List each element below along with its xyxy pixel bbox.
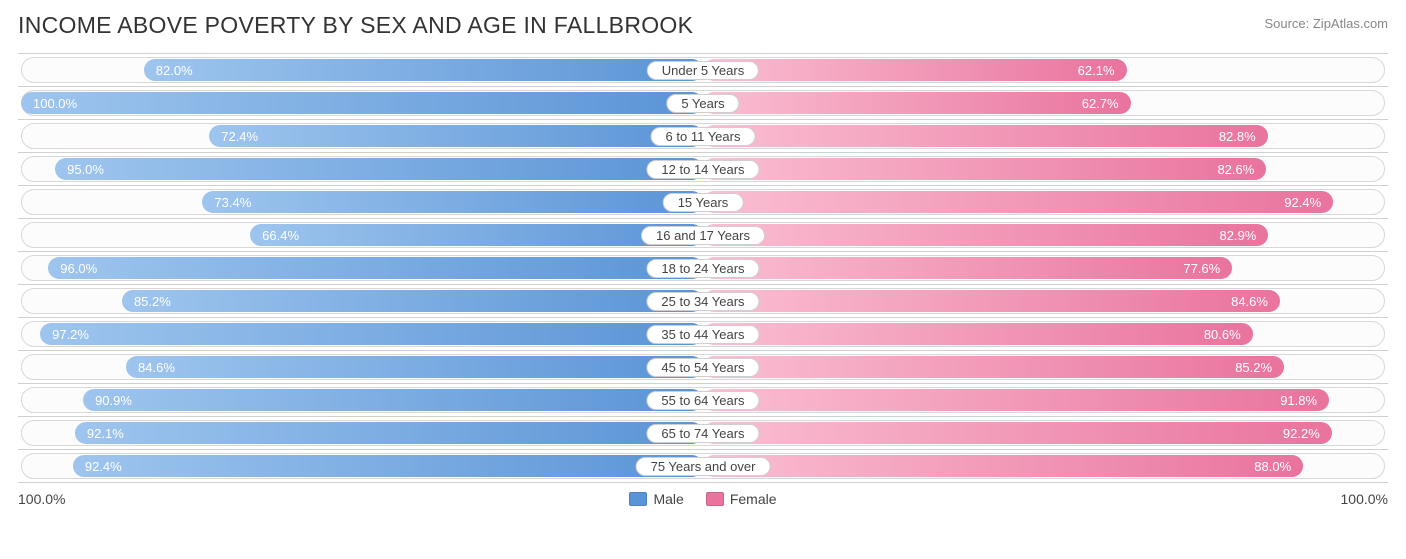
legend-female-label: Female	[730, 491, 777, 507]
male-bar: 72.4%	[209, 125, 703, 147]
legend-female: Female	[706, 491, 777, 507]
male-value: 97.2%	[52, 327, 89, 342]
chart-row: 73.4% 92.4% 15 Years	[18, 186, 1388, 219]
male-value: 90.9%	[95, 393, 132, 408]
axis-right-label: 100.0%	[1341, 491, 1388, 507]
female-bar: 62.7%	[703, 92, 1131, 114]
female-value: 85.2%	[1235, 360, 1272, 375]
category-label: 75 Years and over	[636, 457, 771, 476]
category-label: 25 to 34 Years	[646, 292, 759, 311]
swatch-female	[706, 492, 724, 506]
chart-row: 97.2% 80.6% 35 to 44 Years	[18, 318, 1388, 351]
male-value: 85.2%	[134, 294, 171, 309]
category-label: 18 to 24 Years	[646, 259, 759, 278]
male-bar: 90.9%	[83, 389, 703, 411]
male-value: 92.4%	[85, 459, 122, 474]
female-value: 82.8%	[1219, 129, 1256, 144]
chart-footer: 100.0% Male Female 100.0%	[18, 491, 1388, 507]
swatch-male	[629, 492, 647, 506]
male-bar: 66.4%	[250, 224, 703, 246]
category-label: 55 to 64 Years	[646, 391, 759, 410]
female-bar: 77.6%	[703, 257, 1232, 279]
female-bar: 62.1%	[703, 59, 1127, 81]
chart-row: 92.4% 88.0% 75 Years and over	[18, 450, 1388, 483]
female-value: 92.4%	[1284, 195, 1321, 210]
female-value: 82.6%	[1217, 162, 1254, 177]
female-value: 62.7%	[1082, 96, 1119, 111]
female-bar: 82.6%	[703, 158, 1266, 180]
category-label: 16 and 17 Years	[641, 226, 765, 245]
axis-left-label: 100.0%	[18, 491, 65, 507]
male-bar: 97.2%	[40, 323, 703, 345]
chart-rows: 82.0% 62.1% Under 5 Years 100.0% 62.7% 5 Year…	[18, 53, 1388, 483]
female-bar: 82.8%	[703, 125, 1268, 147]
female-value: 77.6%	[1183, 261, 1220, 276]
category-label: 6 to 11 Years	[651, 127, 756, 146]
female-value: 62.1%	[1078, 63, 1115, 78]
chart-title: INCOME ABOVE POVERTY BY SEX AND AGE IN F…	[18, 12, 693, 39]
male-bar: 85.2%	[122, 290, 703, 312]
category-label: 15 Years	[663, 193, 744, 212]
female-bar: 85.2%	[703, 356, 1284, 378]
male-value: 84.6%	[138, 360, 175, 375]
male-value: 72.4%	[221, 129, 258, 144]
chart-row: 72.4% 82.8% 6 to 11 Years	[18, 120, 1388, 153]
female-bar: 91.8%	[703, 389, 1329, 411]
chart-row: 95.0% 82.6% 12 to 14 Years	[18, 153, 1388, 186]
chart-row: 66.4% 82.9% 16 and 17 Years	[18, 219, 1388, 252]
female-value: 84.6%	[1231, 294, 1268, 309]
legend-male-label: Male	[653, 491, 683, 507]
male-value: 100.0%	[33, 96, 77, 111]
female-value: 82.9%	[1220, 228, 1257, 243]
male-value: 96.0%	[60, 261, 97, 276]
male-value: 95.0%	[67, 162, 104, 177]
chart-row: 85.2% 84.6% 25 to 34 Years	[18, 285, 1388, 318]
female-bar: 92.2%	[703, 422, 1332, 444]
male-value: 92.1%	[87, 426, 124, 441]
male-bar: 82.0%	[144, 59, 703, 81]
chart-row: 100.0% 62.7% 5 Years	[18, 87, 1388, 120]
chart-row: 92.1% 92.2% 65 to 74 Years	[18, 417, 1388, 450]
male-bar: 100.0%	[21, 92, 703, 114]
female-value: 91.8%	[1280, 393, 1317, 408]
category-label: 12 to 14 Years	[646, 160, 759, 179]
female-bar: 80.6%	[703, 323, 1253, 345]
male-bar: 96.0%	[48, 257, 703, 279]
female-value: 92.2%	[1283, 426, 1320, 441]
header: INCOME ABOVE POVERTY BY SEX AND AGE IN F…	[18, 12, 1388, 39]
chart-row: 84.6% 85.2% 45 to 54 Years	[18, 351, 1388, 384]
source-attribution: Source: ZipAtlas.com	[1264, 12, 1388, 31]
male-bar: 84.6%	[126, 356, 703, 378]
category-label: 45 to 54 Years	[646, 358, 759, 377]
female-bar: 84.6%	[703, 290, 1280, 312]
female-bar: 92.4%	[703, 191, 1333, 213]
female-bar: 88.0%	[703, 455, 1303, 477]
male-value: 82.0%	[156, 63, 193, 78]
male-bar: 73.4%	[202, 191, 703, 213]
male-bar: 92.1%	[75, 422, 703, 444]
female-value: 88.0%	[1254, 459, 1291, 474]
legend-male: Male	[629, 491, 683, 507]
male-value: 66.4%	[262, 228, 299, 243]
female-bar: 82.9%	[703, 224, 1268, 246]
chart-row: 96.0% 77.6% 18 to 24 Years	[18, 252, 1388, 285]
category-label: Under 5 Years	[647, 61, 759, 80]
male-value: 73.4%	[214, 195, 251, 210]
category-label: 35 to 44 Years	[646, 325, 759, 344]
male-bar: 95.0%	[55, 158, 703, 180]
category-label: 5 Years	[666, 94, 739, 113]
male-bar: 92.4%	[73, 455, 703, 477]
legend: Male Female	[629, 491, 776, 507]
category-label: 65 to 74 Years	[646, 424, 759, 443]
chart-row: 90.9% 91.8% 55 to 64 Years	[18, 384, 1388, 417]
female-value: 80.6%	[1204, 327, 1241, 342]
chart-row: 82.0% 62.1% Under 5 Years	[18, 54, 1388, 87]
